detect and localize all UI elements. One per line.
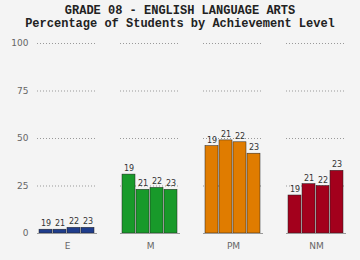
svg-text:NM: NM	[309, 241, 324, 251]
svg-text:M: M	[147, 241, 155, 251]
svg-text:0: 0	[23, 228, 29, 238]
svg-text:22: 22	[152, 177, 162, 186]
svg-text:21: 21	[55, 219, 65, 228]
svg-text:23: 23	[332, 160, 342, 169]
svg-text:19: 19	[41, 219, 51, 228]
html-text:GRADE 08 - ENGLISH LANGUAGE AR: GRADE 08 - ENGLISH LANGUAGE ARTS	[64, 4, 296, 18]
svg-text:22: 22	[69, 217, 79, 226]
svg-text:23: 23	[249, 143, 259, 152]
svg-text:21: 21	[304, 174, 314, 183]
svg-text:21: 21	[138, 179, 148, 188]
svg-text:22: 22	[235, 132, 245, 141]
svg-text:23: 23	[166, 179, 176, 188]
svg-text:22: 22	[318, 176, 328, 185]
svg-text:E: E	[65, 241, 71, 251]
svg-text:25: 25	[17, 181, 28, 191]
svg-text:100: 100	[11, 38, 28, 48]
svg-text:21: 21	[221, 130, 231, 139]
svg-text:50: 50	[17, 133, 29, 143]
svg-text:PM: PM	[227, 241, 240, 251]
svg-text:23: 23	[83, 217, 93, 226]
html-text:Percentage of Students by Achi: Percentage of Students by Achievement Le…	[25, 17, 335, 31]
svg-text:75: 75	[17, 86, 28, 96]
svg-text:19: 19	[207, 136, 217, 145]
svg-text:19: 19	[124, 164, 134, 173]
svg-text:19: 19	[290, 185, 300, 194]
